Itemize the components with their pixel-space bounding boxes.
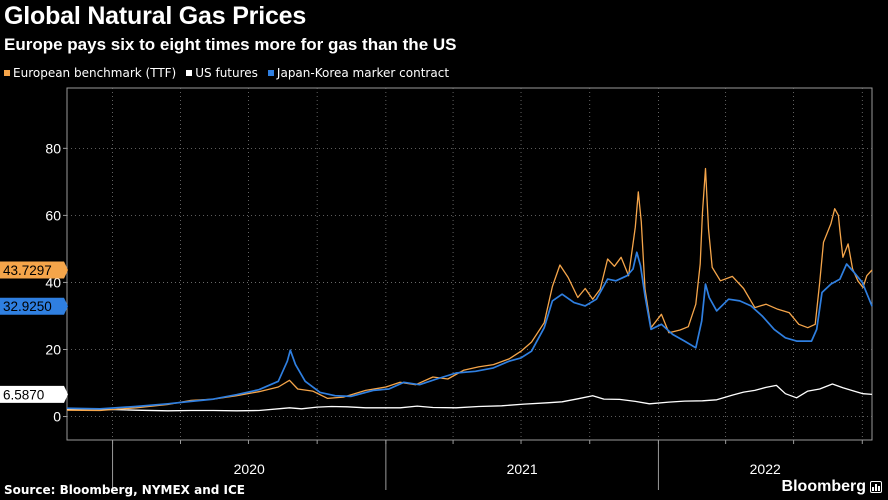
legend-swatch-ttf [4, 70, 10, 76]
y-tick-label: 0 [53, 409, 61, 425]
last-value-tag [0, 297, 68, 315]
brand-name: Bloomberg [781, 478, 866, 495]
legend-label-us: US futures [195, 66, 258, 80]
y-tick-label: 80 [45, 140, 61, 156]
last-value-tag [0, 385, 68, 403]
x-tick-label: 2021 [507, 461, 538, 477]
last-value-tag [0, 261, 68, 279]
chart-title: Global Natural Gas Prices [4, 2, 307, 30]
legend: European benchmark (TTF) US futures Japa… [4, 66, 453, 80]
y-tick-label: 60 [45, 207, 61, 223]
legend-item-us: US futures [186, 66, 258, 80]
series-line [66, 167, 873, 412]
legend-swatch-us [186, 70, 193, 76]
last-value-label: 32.9250 [3, 299, 52, 314]
plot-frame [66, 87, 873, 441]
source-note: Source: Bloomberg, NYMEX and ICE [4, 483, 245, 497]
legend-swatch-jkm [267, 70, 274, 76]
bloomberg-chart-icon [870, 481, 882, 493]
chart-subtitle: Europe pays six to eight times more for … [4, 35, 457, 54]
y-tick-label: 20 [45, 341, 61, 357]
brand-logo: Bloomberg [782, 478, 882, 496]
series-line [66, 251, 873, 410]
legend-label-ttf: European benchmark (TTF) [13, 66, 177, 80]
last-value-label: 43.7297 [3, 263, 52, 278]
legend-label-jkm: Japan-Korea marker contract [276, 66, 450, 80]
series-line [66, 383, 873, 412]
x-tick-label: 2020 [234, 461, 265, 477]
legend-item-jkm: Japan-Korea marker contract [267, 66, 450, 80]
x-tick-label: 2022 [750, 461, 781, 477]
last-value-label: 6.5870 [3, 387, 44, 402]
legend-item-ttf: European benchmark (TTF) [4, 66, 176, 80]
